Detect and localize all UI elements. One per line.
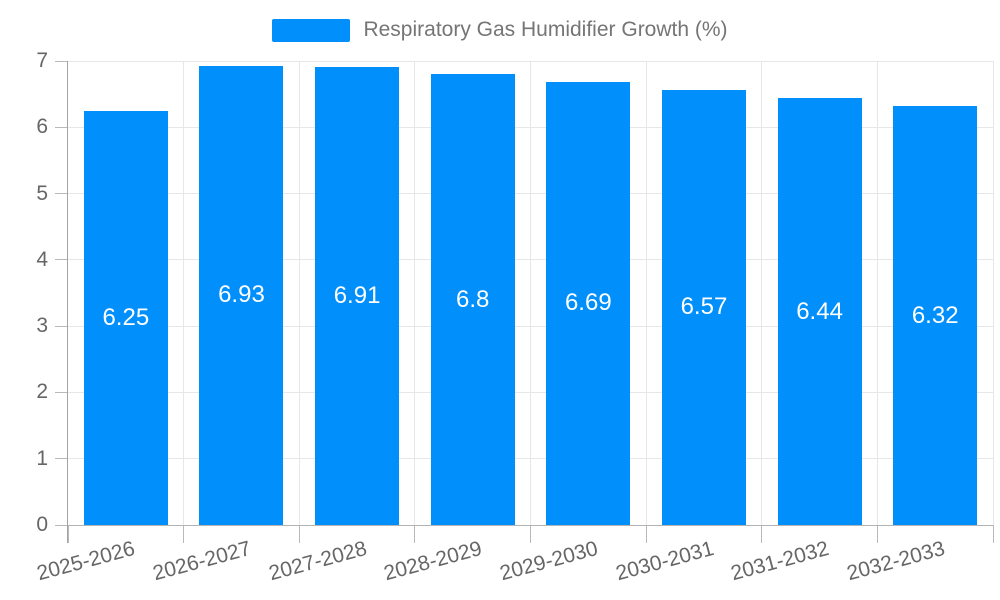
x-axis-label: 2032-2033 xyxy=(844,537,948,586)
y-axis-label: 5 xyxy=(36,181,48,205)
y-tick xyxy=(55,259,68,261)
y-tick xyxy=(55,126,68,128)
bar-value-label: 6.44 xyxy=(796,297,843,325)
y-tick xyxy=(55,458,68,460)
x-axis-label: 2031-2032 xyxy=(728,537,832,586)
legend-swatch xyxy=(272,18,351,42)
x-tick xyxy=(67,525,69,543)
bar[interactable] xyxy=(430,74,515,525)
x-tick xyxy=(414,525,416,543)
bar[interactable] xyxy=(893,106,978,525)
bar[interactable] xyxy=(199,65,284,525)
x-gridline xyxy=(992,61,994,525)
bar-value-label: 6.8 xyxy=(456,285,490,313)
y-axis-label: 1 xyxy=(36,446,48,470)
y-axis-label: 0 xyxy=(36,513,48,536)
x-tick xyxy=(992,525,994,543)
x-gridline xyxy=(414,61,416,525)
bar-value-label: 6.32 xyxy=(911,301,959,329)
y-axis-label: 6 xyxy=(36,115,48,139)
x-tick xyxy=(645,525,647,543)
x-axis-label: 2028-2029 xyxy=(381,537,485,586)
bar-value-label: 6.91 xyxy=(333,281,381,309)
bar[interactable] xyxy=(83,110,168,525)
x-gridline xyxy=(530,61,531,525)
y-tick xyxy=(55,193,68,195)
y-axis-line xyxy=(67,61,68,543)
bar-value-label: 6.69 xyxy=(564,289,612,317)
x-tick xyxy=(876,525,878,543)
y-axis-label: 4 xyxy=(36,247,48,271)
x-axis-label: 2027-2028 xyxy=(266,537,370,586)
y-tick xyxy=(55,325,68,327)
x-axis-label: 2029-2030 xyxy=(497,537,601,586)
bar[interactable] xyxy=(315,66,400,525)
x-gridline xyxy=(876,61,878,525)
x-tick xyxy=(183,525,185,543)
x-axis-label: 2030-2031 xyxy=(612,537,716,586)
bar-value-label: 6.93 xyxy=(218,281,265,309)
bar[interactable] xyxy=(546,81,631,525)
x-axis-line xyxy=(68,525,993,526)
legend-label: Respiratory Gas Humidifier Growth (%) xyxy=(363,18,728,41)
y-axis-label: 7 xyxy=(36,49,48,72)
y-axis-label: 3 xyxy=(36,314,48,338)
bar-value-label: 6.57 xyxy=(680,293,728,321)
y-tick xyxy=(55,391,68,393)
x-tick xyxy=(761,525,763,543)
y-tick xyxy=(55,60,68,62)
bar-value-label: 6.25 xyxy=(102,303,150,331)
x-gridline xyxy=(183,61,185,525)
y-tick xyxy=(55,524,68,526)
x-gridline xyxy=(761,61,763,525)
bar[interactable] xyxy=(777,98,862,525)
x-tick xyxy=(298,525,300,543)
bar[interactable] xyxy=(661,89,746,525)
x-axis-label: 2025-2026 xyxy=(34,537,138,586)
x-axis-label: 2026-2027 xyxy=(150,537,254,586)
x-gridline xyxy=(298,61,300,525)
legend[interactable]: Respiratory Gas Humidifier Growth (%) xyxy=(0,17,1000,43)
x-tick xyxy=(530,525,531,543)
x-gridline xyxy=(645,61,647,525)
y-axis-label: 2 xyxy=(36,380,48,404)
